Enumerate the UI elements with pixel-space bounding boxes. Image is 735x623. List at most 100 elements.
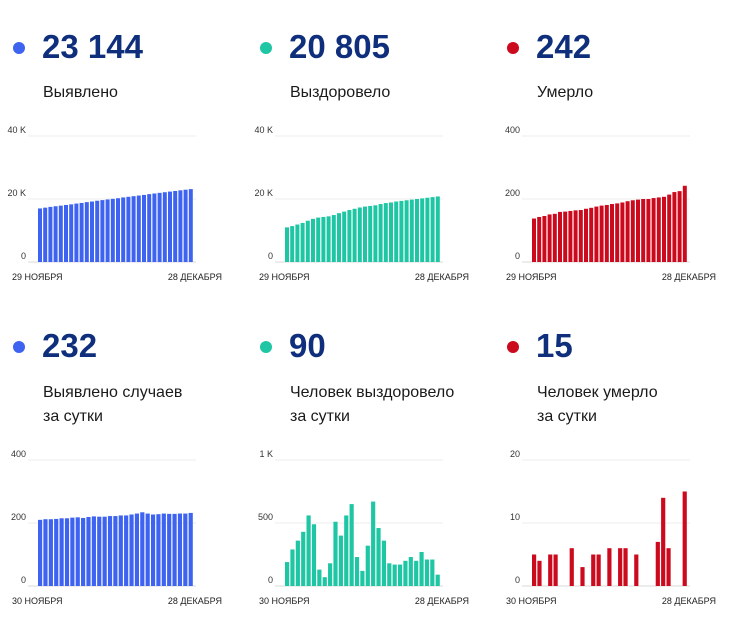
bar bbox=[625, 201, 630, 262]
bar bbox=[373, 205, 378, 262]
bar bbox=[300, 222, 305, 262]
bar bbox=[131, 196, 136, 262]
bar bbox=[641, 199, 646, 262]
bar bbox=[90, 201, 94, 262]
bar bbox=[630, 200, 635, 262]
bar bbox=[404, 200, 409, 262]
total-recovered-value: 20 805 bbox=[289, 28, 390, 65]
bar bbox=[91, 516, 96, 586]
bar bbox=[666, 548, 671, 586]
y-tick-label: 10 bbox=[510, 512, 520, 522]
bar bbox=[322, 577, 327, 586]
bar bbox=[74, 203, 79, 262]
x-end-label: 28 ДЕКАБРЯ bbox=[415, 596, 469, 606]
y-tick-label: 0 bbox=[21, 251, 26, 261]
y-tick-label: 500 bbox=[258, 512, 273, 522]
bar bbox=[620, 202, 625, 262]
bar bbox=[430, 559, 435, 586]
x-start-label: 29 НОЯБРЯ bbox=[506, 272, 557, 282]
bar bbox=[408, 557, 413, 586]
y-tick-label: 0 bbox=[268, 251, 273, 261]
bar bbox=[363, 206, 367, 262]
bar bbox=[604, 204, 609, 262]
bar bbox=[116, 198, 120, 262]
bar bbox=[347, 210, 352, 262]
bar bbox=[596, 554, 601, 586]
daily-recovered-label: за сутки bbox=[290, 408, 350, 425]
bar bbox=[532, 218, 536, 262]
bar bbox=[183, 513, 188, 586]
y-tick-label: 20 K bbox=[254, 188, 273, 198]
bar bbox=[537, 216, 542, 262]
y-tick-label: 200 bbox=[11, 512, 26, 522]
x-end-label: 28 ДЕКАБРЯ bbox=[662, 272, 716, 282]
y-tick-label: 0 bbox=[21, 575, 26, 585]
bar bbox=[618, 548, 623, 586]
bar bbox=[623, 548, 628, 586]
x-start-label: 29 НОЯБРЯ bbox=[12, 272, 63, 282]
bar bbox=[532, 554, 537, 586]
bar bbox=[409, 199, 414, 262]
legend-dot bbox=[507, 42, 519, 54]
y-tick-label: 200 bbox=[505, 188, 520, 198]
x-end-label: 28 ДЕКАБРЯ bbox=[168, 272, 222, 282]
bar bbox=[371, 501, 376, 586]
bar bbox=[352, 208, 357, 262]
bar bbox=[48, 206, 53, 263]
legend-dot bbox=[507, 341, 519, 353]
total-recovered-chart: 0 20 K 40 K 29 НОЯБРЯ 28 ДЕКАБРЯ bbox=[254, 125, 469, 282]
daily-deaths-label: Человек умерло bbox=[537, 384, 658, 401]
daily-deaths-label: за сутки bbox=[537, 408, 597, 425]
total-cases-label: Выявлено bbox=[43, 84, 118, 101]
x-start-label: 30 НОЯБРЯ bbox=[259, 596, 310, 606]
bar bbox=[152, 193, 157, 262]
total-recovered-label: Выздоровело bbox=[290, 84, 391, 101]
bar bbox=[563, 211, 568, 262]
bar bbox=[156, 514, 161, 586]
bar bbox=[188, 189, 193, 262]
bar bbox=[75, 517, 80, 586]
legend-dot bbox=[260, 341, 272, 353]
total-deaths-value: 242 bbox=[536, 28, 592, 65]
bar bbox=[54, 518, 59, 586]
y-tick-label: 40 K bbox=[254, 125, 273, 135]
bar bbox=[295, 224, 300, 262]
bar bbox=[316, 217, 321, 262]
bar bbox=[424, 559, 430, 586]
bar bbox=[100, 200, 105, 262]
y-tick-label: 0 bbox=[268, 575, 273, 585]
bar bbox=[589, 207, 594, 262]
x-start-label: 30 НОЯБРЯ bbox=[12, 596, 63, 606]
total-cases-value: 23 144 bbox=[42, 28, 143, 65]
bar bbox=[172, 513, 177, 586]
total-deaths-chart: 0 200 400 29 НОЯБРЯ 28 ДЕКАБРЯ bbox=[505, 125, 716, 282]
bar bbox=[591, 554, 596, 586]
y-tick-label: 400 bbox=[11, 449, 26, 459]
bar bbox=[651, 198, 656, 262]
bar bbox=[53, 206, 58, 262]
bar bbox=[110, 198, 115, 262]
bar bbox=[84, 202, 89, 262]
bar bbox=[365, 545, 370, 586]
daily-cases-label: за сутки bbox=[43, 408, 103, 425]
bar bbox=[656, 197, 661, 262]
bar bbox=[285, 562, 290, 586]
bar bbox=[168, 191, 172, 262]
legend-dot bbox=[13, 341, 25, 353]
daily-cases-value: 232 bbox=[42, 327, 98, 364]
bar bbox=[349, 504, 354, 586]
daily-cases-chart: 0 200 400 30 НОЯБРЯ 28 ДЕКАБРЯ bbox=[11, 449, 222, 606]
bar bbox=[38, 519, 43, 586]
bar bbox=[147, 194, 152, 262]
bar bbox=[381, 540, 387, 586]
y-tick-label: 0 bbox=[515, 251, 520, 261]
bar bbox=[69, 204, 74, 262]
bar bbox=[360, 570, 365, 586]
bar bbox=[150, 514, 156, 586]
bar bbox=[646, 199, 651, 262]
total-cases-chart: 0 20 K 40 K 29 НОЯБРЯ 28 ДЕКАБРЯ bbox=[7, 125, 222, 282]
bar bbox=[357, 207, 362, 262]
bar bbox=[43, 207, 48, 262]
bar bbox=[634, 554, 639, 586]
bar bbox=[124, 515, 129, 586]
